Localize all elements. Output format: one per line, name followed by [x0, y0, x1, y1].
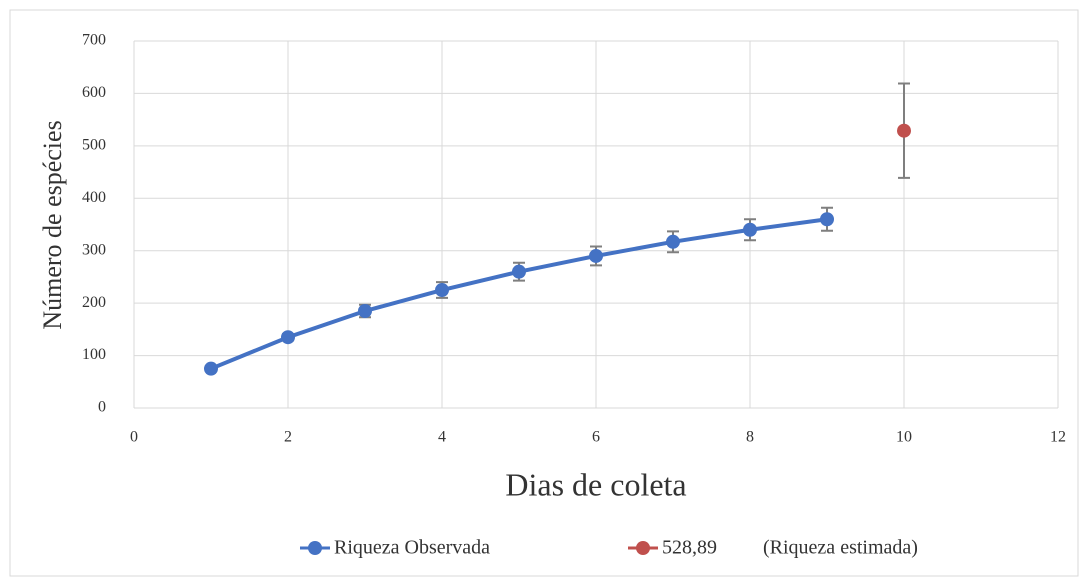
data-point — [820, 212, 834, 227]
legend-marker — [636, 541, 650, 555]
y-tick-label: 600 — [82, 84, 106, 101]
y-tick-label: 500 — [82, 137, 106, 154]
data-point — [666, 234, 680, 249]
x-tick-label: 2 — [284, 429, 292, 446]
x-axis-title: Dias de coleta — [505, 466, 686, 502]
data-point — [204, 361, 218, 376]
y-tick-label: 700 — [82, 32, 106, 49]
x-tick-label: 12 — [1050, 429, 1066, 446]
y-tick-label: 200 — [82, 294, 106, 311]
y-tick-label: 100 — [82, 346, 106, 363]
y-tick-label: 400 — [82, 189, 106, 206]
data-point — [589, 248, 603, 263]
data-point — [281, 330, 295, 345]
data-point — [435, 283, 449, 298]
legend-label: 528,89 — [662, 537, 717, 559]
data-point — [512, 264, 526, 279]
data-point — [897, 123, 911, 138]
chart-border — [9, 9, 1079, 577]
x-tick-label: 10 — [896, 429, 912, 446]
y-tick-label: 300 — [82, 241, 106, 258]
y-axis-title: Número de espécies — [38, 120, 67, 329]
x-tick-label: 6 — [592, 429, 600, 446]
x-tick-label: 8 — [746, 429, 754, 446]
legend-marker — [308, 541, 322, 555]
x-tick-label: 0 — [130, 429, 138, 446]
legend-annotation: (Riqueza estimada) — [763, 537, 918, 559]
x-tick-label: 4 — [438, 429, 446, 446]
data-point — [743, 222, 757, 237]
legend-label: Riqueza Observada — [334, 537, 490, 559]
data-point — [358, 304, 372, 319]
y-tick-label: 0 — [98, 399, 106, 416]
